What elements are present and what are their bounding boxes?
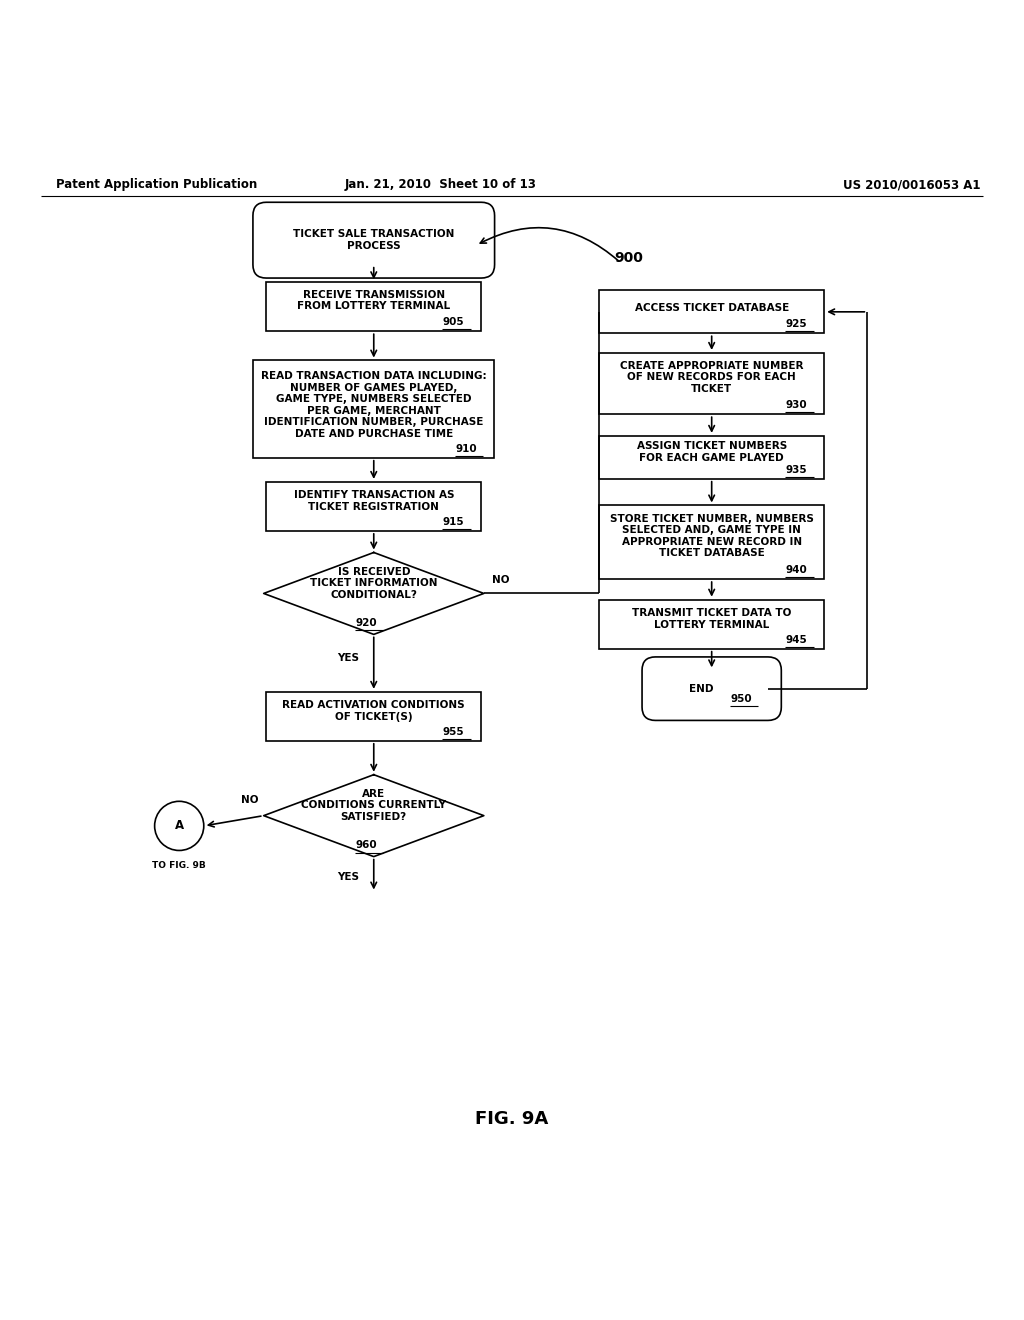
Text: 920: 920 [355, 618, 377, 628]
Text: ARE
CONDITIONS CURRENTLY
SATISFIED?: ARE CONDITIONS CURRENTLY SATISFIED? [301, 789, 446, 822]
Text: ACCESS TICKET DATABASE: ACCESS TICKET DATABASE [635, 302, 788, 313]
Bar [254, 360, 494, 458]
Text: 940: 940 [785, 565, 807, 576]
Bar [266, 692, 481, 741]
Text: TRANSMIT TICKET DATA TO
LOTTERY TERMINAL: TRANSMIT TICKET DATA TO LOTTERY TERMINAL [632, 609, 792, 630]
Bar [599, 506, 824, 579]
Text: 915: 915 [442, 517, 464, 527]
Text: TO FIG. 9B: TO FIG. 9B [153, 861, 206, 870]
Text: IDENTIFY TRANSACTION AS
TICKET REGISTRATION: IDENTIFY TRANSACTION AS TICKET REGISTRAT… [294, 491, 454, 512]
Text: 960: 960 [355, 841, 377, 850]
Text: US 2010/0016053 A1: US 2010/0016053 A1 [843, 178, 980, 191]
Text: NO: NO [492, 576, 510, 585]
Text: FIG. 9A: FIG. 9A [475, 1110, 549, 1127]
Bar [266, 482, 481, 531]
Text: 935: 935 [785, 465, 807, 475]
Text: ASSIGN TICKET NUMBERS
FOR EACH GAME PLAYED: ASSIGN TICKET NUMBERS FOR EACH GAME PLAY… [637, 441, 786, 463]
Bar [599, 290, 824, 334]
Text: 955: 955 [442, 727, 464, 737]
Polygon shape [264, 553, 483, 635]
Text: READ TRANSACTION DATA INCLUDING:
NUMBER OF GAMES PLAYED,
GAME TYPE, NUMBERS SELE: READ TRANSACTION DATA INCLUDING: NUMBER … [261, 371, 486, 440]
Bar [599, 436, 824, 479]
Text: STORE TICKET NUMBER, NUMBERS
SELECTED AND, GAME TYPE IN
APPROPRIATE NEW RECORD I: STORE TICKET NUMBER, NUMBERS SELECTED AN… [609, 513, 814, 558]
Text: RECEIVE TRANSMISSION
FROM LOTTERY TERMINAL: RECEIVE TRANSMISSION FROM LOTTERY TERMIN… [297, 290, 451, 312]
Text: 925: 925 [785, 319, 807, 329]
Text: 905: 905 [442, 317, 464, 327]
Text: YES: YES [337, 873, 359, 882]
Text: Jan. 21, 2010  Sheet 10 of 13: Jan. 21, 2010 Sheet 10 of 13 [344, 178, 537, 191]
Text: A: A [175, 820, 183, 833]
Polygon shape [264, 775, 483, 857]
Text: Patent Application Publication: Patent Application Publication [56, 178, 258, 191]
Text: END: END [689, 684, 714, 694]
Text: 910: 910 [455, 444, 477, 454]
Text: 950: 950 [730, 694, 752, 704]
Text: CREATE APPROPRIATE NUMBER
OF NEW RECORDS FOR EACH
TICKET: CREATE APPROPRIATE NUMBER OF NEW RECORDS… [620, 360, 804, 393]
Text: TICKET SALE TRANSACTION
PROCESS: TICKET SALE TRANSACTION PROCESS [293, 230, 455, 251]
Text: 945: 945 [785, 635, 807, 644]
Bar [599, 352, 824, 414]
Text: YES: YES [337, 653, 359, 663]
Circle shape [155, 801, 204, 850]
Text: 900: 900 [614, 251, 643, 264]
Text: IS RECEIVED
TICKET INFORMATION
CONDITIONAL?: IS RECEIVED TICKET INFORMATION CONDITION… [310, 566, 437, 599]
FancyBboxPatch shape [642, 657, 781, 721]
Text: NO: NO [241, 796, 258, 805]
FancyBboxPatch shape [253, 202, 495, 279]
Text: 930: 930 [785, 400, 807, 411]
Bar [599, 599, 824, 648]
Bar [266, 282, 481, 331]
Text: READ ACTIVATION CONDITIONS
OF TICKET(S): READ ACTIVATION CONDITIONS OF TICKET(S) [283, 701, 465, 722]
